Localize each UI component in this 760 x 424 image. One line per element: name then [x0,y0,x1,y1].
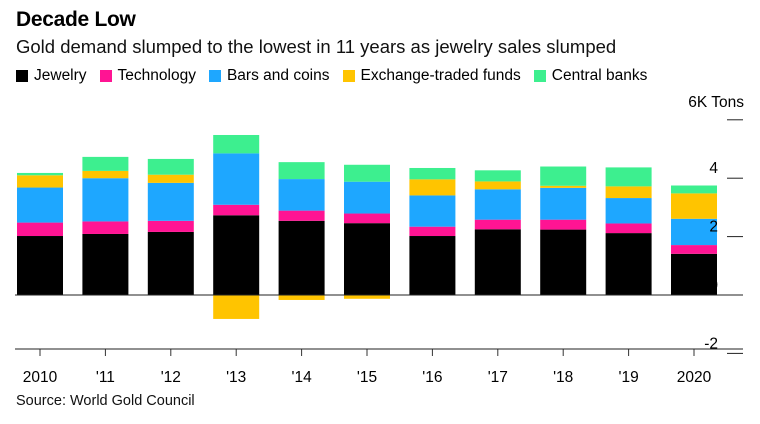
bar-bars-and-coins-12 [147,182,194,221]
bar-central-banks-13 [213,134,260,154]
bar-central-banks-17 [474,170,521,182]
bar-exchange-traded-funds-13 [213,295,260,319]
bar-central-banks-15 [344,164,390,182]
bar-technology-14 [278,210,325,221]
x-tick-label: '14 [291,369,312,386]
x-tick-label: '12 [161,369,181,386]
bar-bars-and-coins-2010 [17,187,63,223]
legend-label-jewelry: Jewelry [34,67,87,84]
y-unit-label: 6K Tons [688,94,744,111]
bar-jewelry-17 [474,229,521,295]
bar-central-banks-2020 [671,185,717,194]
legend-item-central-banks: Central banks [533,67,648,85]
bar-bars-and-coins-17 [474,189,521,220]
bar-jewelry-2020 [671,253,717,295]
legend-label-etf: Exchange-traded funds [360,67,521,84]
bar-exchange-traded-funds-17 [474,181,521,190]
bar-jewelry-19 [605,233,652,295]
bar-exchange-traded-funds-2020 [671,193,717,219]
x-tick-label: '15 [357,369,377,386]
x-tick-label: 2010 [23,369,58,386]
bar-bars-and-coins-18 [540,187,587,220]
bar-technology-11 [82,221,129,234]
y-tick-label: 2 [709,219,718,236]
bar-jewelry-18 [540,229,587,295]
legend-item-technology: Technology [99,67,196,85]
source-note: Source: World Gold Council [16,393,195,409]
bar-technology-15 [344,213,390,224]
legend-swatch-jewelry [16,70,28,82]
bar-exchange-traded-funds-18 [540,185,587,188]
x-tick-label: '11 [96,369,115,386]
bar-technology-17 [474,219,521,230]
bar-bars-and-coins-19 [605,198,652,224]
bar-bars-and-coins-14 [278,179,325,211]
x-tick-label: '18 [553,369,573,386]
bar-central-banks-16 [409,167,456,180]
bar-technology-13 [213,204,260,216]
legend-swatch-bars-and-coins [208,70,221,82]
legend-item-etf: Exchange-traded funds [342,67,521,85]
bar-jewelry-14 [278,220,325,295]
bar-technology-2010 [17,222,63,237]
bar-bars-and-coins-15 [344,181,390,214]
legend: Jewelry Technology Bars and coins Exchan… [16,67,647,85]
bar-technology-18 [540,219,587,230]
bar-central-banks-12 [147,158,194,175]
legend-item-bars-and-coins: Bars and coins [208,67,330,85]
y-tick-label: 0 [709,277,718,294]
bar-bars-and-coins-11 [82,178,129,222]
bar-technology-2020 [671,245,717,254]
x-tick-label: 2020 [677,369,712,386]
bar-technology-19 [605,223,652,234]
bar-exchange-traded-funds-14 [278,295,325,300]
bar-exchange-traded-funds-16 [409,179,456,196]
x-tick-label: '19 [618,369,638,386]
y-tick-label: 4 [709,160,718,177]
y-tick-label: -2 [704,335,718,352]
legend-swatch-central-banks [533,70,546,82]
bar-jewelry-11 [82,233,129,295]
bar-central-banks-11 [82,156,129,171]
bar-technology-12 [147,220,194,232]
bar-exchange-traded-funds-19 [605,186,652,199]
x-tick-label: '13 [226,369,246,386]
bar-exchange-traded-funds-15 [344,295,390,299]
legend-swatch-etf [342,70,355,82]
chart-title: Decade Low [16,8,136,31]
bar-bars-and-coins-2020 [671,218,717,246]
bar-jewelry-13 [213,215,260,295]
chart-subtitle: Gold demand slumped to the lowest in 11 … [16,36,617,57]
bar-central-banks-19 [605,167,652,187]
bar-jewelry-12 [147,231,194,295]
legend-swatch-technology [99,70,112,82]
bar-bars-and-coins-16 [409,195,456,227]
bar-technology-16 [409,226,456,237]
bar-exchange-traded-funds-12 [147,174,194,183]
bar-bars-and-coins-13 [213,153,260,205]
bar-exchange-traded-funds-2010 [17,175,63,188]
bar-central-banks-18 [540,166,587,186]
x-tick-label: '17 [488,369,508,386]
bar-central-banks-2010 [17,172,63,176]
bar-exchange-traded-funds-11 [82,170,129,179]
bar-jewelry-2010 [17,236,63,295]
legend-label-technology: Technology [117,67,196,84]
legend-label-bars-and-coins: Bars and coins [226,67,330,84]
legend-label-central-banks: Central banks [551,67,648,84]
x-tick-label: '16 [422,369,442,386]
bar-jewelry-15 [344,223,390,295]
legend-item-jewelry: Jewelry [16,67,87,85]
bar-central-banks-14 [278,162,325,180]
bar-jewelry-16 [409,236,456,295]
